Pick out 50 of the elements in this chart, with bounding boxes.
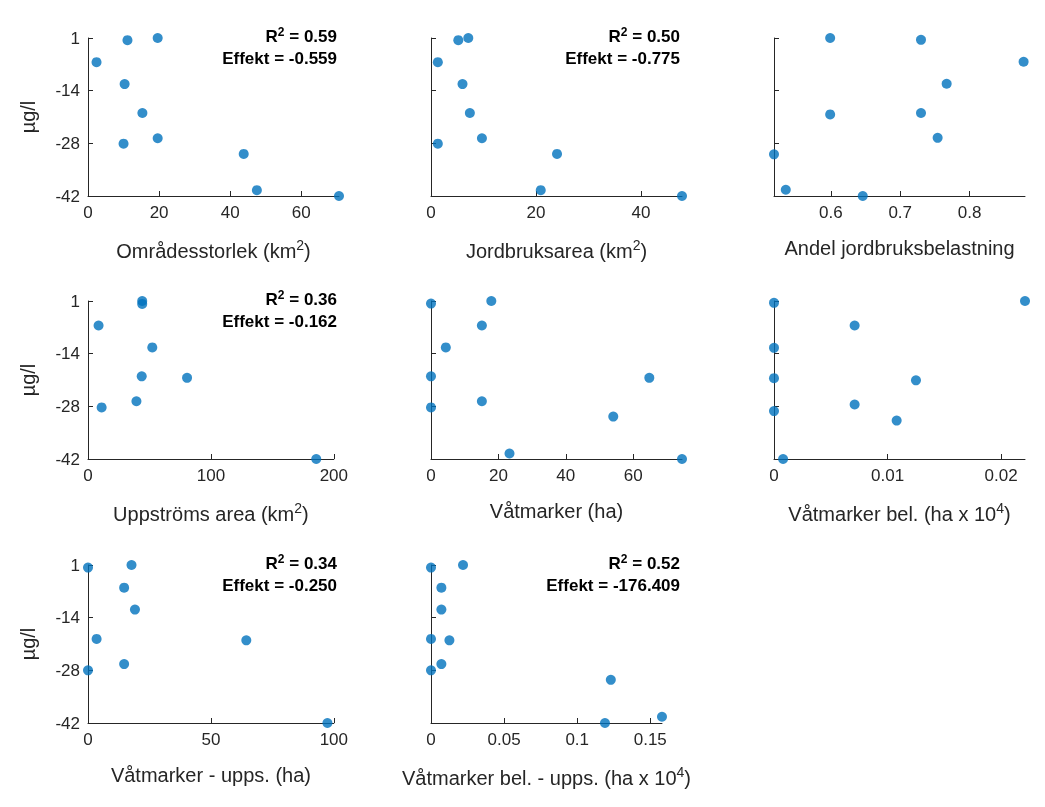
x-tick-label: 0: [83, 203, 93, 222]
y-tick-label: -28: [55, 397, 80, 417]
x-axis-title: Våtmarker (ha): [489, 500, 624, 523]
y-tick-label: -42: [55, 713, 80, 733]
x-tick-label: 0: [83, 466, 93, 486]
x-tick-label: 50: [201, 729, 221, 749]
x-tick-label: 40: [631, 203, 651, 222]
y-tick-label: -28: [55, 133, 80, 153]
x-tick-label: 20: [526, 203, 546, 222]
x-tick-label: 40: [220, 203, 240, 222]
y-tick-label: 1: [70, 28, 80, 48]
y-tick-label: -14: [55, 81, 80, 101]
y-tick-label: 1: [70, 291, 80, 311]
x-tick-label: 0.01: [871, 466, 905, 486]
annotation: Effekt = -0.162: [222, 312, 337, 332]
x-tick-label: 100: [319, 729, 349, 749]
x-tick-label: 60: [291, 203, 311, 222]
y-axis-title: µg/l: [17, 364, 39, 397]
x-tick-label: 200: [319, 466, 349, 486]
x-tick-label: 20: [488, 466, 508, 486]
x-tick-label: 0: [426, 466, 436, 486]
y-tick-label: -42: [55, 449, 80, 469]
x-tick-label: 100: [196, 466, 226, 486]
y-tick-label: 1: [70, 555, 80, 575]
x-tick-label: 20: [149, 203, 169, 222]
x-tick-label: 0.02: [984, 466, 1018, 486]
x-tick-label: 0.1: [565, 729, 590, 749]
x-tick-label: 0.15: [633, 729, 667, 749]
x-tick-label: 60: [623, 466, 643, 486]
y-tick-label: -42: [55, 186, 80, 206]
x-tick-label: 40: [556, 466, 576, 486]
y-tick-label: -14: [55, 344, 80, 364]
y-axis-title: µg/l: [17, 100, 39, 134]
x-tick-label: 0: [426, 729, 436, 749]
annotation: Effekt = -176.409: [546, 575, 680, 595]
x-tick-label: 0: [83, 729, 93, 749]
x-tick-label: 0.7: [888, 203, 913, 222]
annotation: Effekt = -0.559: [222, 49, 337, 68]
x-axis-title: Andel jordbruksbelastning: [784, 237, 1015, 259]
x-tick-label: 0: [769, 466, 779, 486]
y-axis-title: µg/l: [17, 627, 39, 660]
x-tick-label: 0.8: [957, 203, 982, 222]
annotation: Effekt = -0.775: [565, 49, 680, 68]
x-tick-label: 0: [426, 203, 436, 222]
x-tick-label: 0.6: [819, 203, 843, 222]
y-tick-label: -14: [55, 607, 80, 627]
x-axis-title: Våtmarker - upps. (ha): [110, 763, 311, 786]
x-tick-label: 0.05: [487, 729, 521, 749]
annotation: Effekt = -0.250: [222, 575, 337, 595]
y-tick-label: -28: [55, 660, 80, 680]
